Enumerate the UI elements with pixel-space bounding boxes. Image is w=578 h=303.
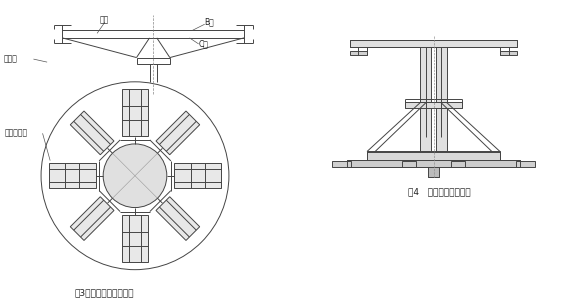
- Text: 图4   灌包架制作完成图: 图4 灌包架制作完成图: [408, 188, 470, 196]
- Bar: [451, 161, 465, 167]
- Text: B面: B面: [205, 17, 214, 26]
- Bar: [350, 51, 367, 55]
- Text: 图3灌包架的分料箱部分: 图3灌包架的分料箱部分: [75, 288, 135, 297]
- Bar: [428, 167, 439, 177]
- Bar: [347, 160, 520, 167]
- Bar: [516, 161, 535, 167]
- Bar: [332, 161, 351, 167]
- Text: C面: C面: [199, 39, 209, 48]
- Polygon shape: [123, 215, 148, 262]
- Text: 法兰: 法兰: [100, 15, 109, 24]
- Polygon shape: [175, 163, 221, 188]
- Bar: [136, 58, 170, 64]
- Polygon shape: [49, 163, 95, 188]
- Bar: [405, 102, 462, 108]
- Bar: [402, 161, 416, 167]
- Bar: [350, 40, 517, 48]
- Text: 方法兰: 方法兰: [3, 55, 17, 64]
- Polygon shape: [71, 197, 114, 241]
- Polygon shape: [123, 89, 148, 136]
- Polygon shape: [71, 111, 114, 155]
- Circle shape: [103, 144, 167, 208]
- Bar: [421, 48, 431, 152]
- Bar: [500, 51, 517, 55]
- Bar: [367, 152, 500, 160]
- Polygon shape: [156, 111, 199, 155]
- Polygon shape: [156, 197, 199, 241]
- Bar: [436, 48, 446, 152]
- Text: 八个分料口: 八个分料口: [5, 129, 28, 138]
